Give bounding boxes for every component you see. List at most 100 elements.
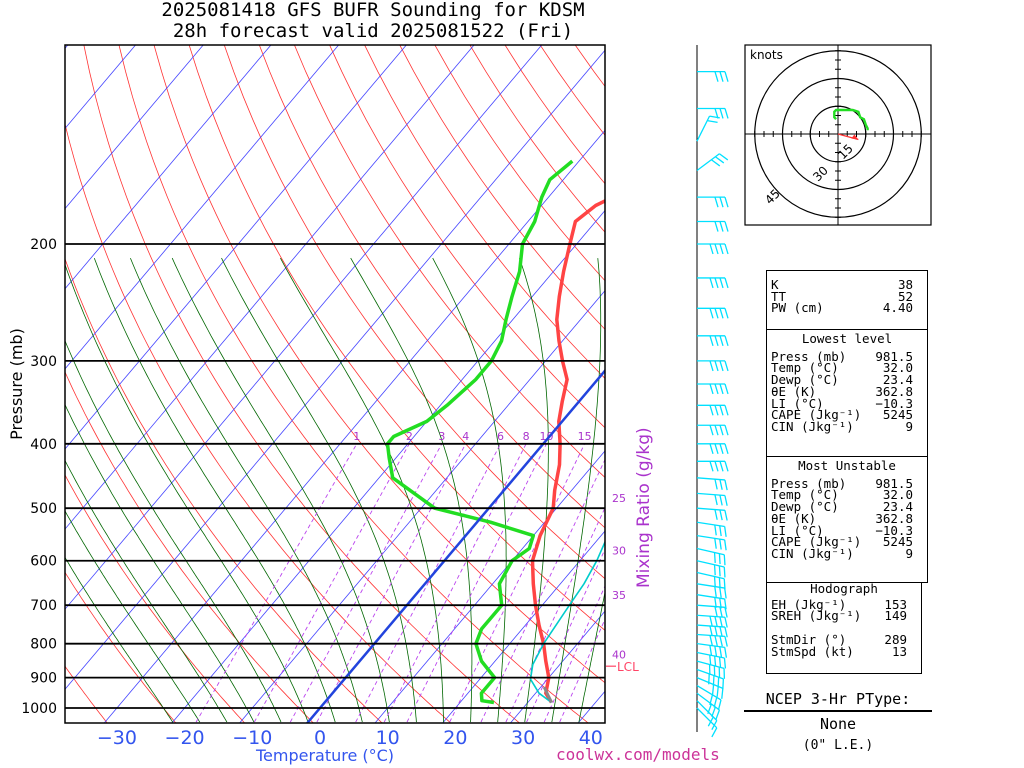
moist-adiabat xyxy=(221,257,417,723)
wind-barb xyxy=(697,307,729,319)
isotherm xyxy=(171,209,605,723)
y-tick-label: 700 xyxy=(30,598,57,614)
wind-barb xyxy=(697,404,729,416)
lowest-level-label: Press (mb) xyxy=(771,348,847,364)
barb-flag xyxy=(724,383,729,395)
lowest-level-row: LI (°C) −10.3 xyxy=(767,397,927,410)
barb-flag xyxy=(714,597,717,608)
barb-flag xyxy=(724,308,729,319)
isotherm xyxy=(65,45,272,290)
wind-barb xyxy=(696,547,726,566)
barb-flag xyxy=(711,684,715,695)
x-tick-label: 40 xyxy=(579,727,603,749)
y-tick-label: 1000 xyxy=(21,701,57,717)
barb-flag xyxy=(711,159,721,167)
mixing-ratio-tick: 4 xyxy=(462,430,469,443)
isotherm xyxy=(374,450,605,723)
barb-flag xyxy=(723,657,727,669)
barb-flag xyxy=(709,383,714,395)
barb-shaft xyxy=(696,153,720,172)
barb-shaft xyxy=(696,624,725,628)
barb-flag xyxy=(724,71,729,82)
barb-flag xyxy=(718,577,721,589)
isotherm xyxy=(65,45,407,450)
barb-flag xyxy=(719,360,724,372)
mixing-ratio-tick: 2 xyxy=(406,430,413,443)
barb-flag xyxy=(714,509,718,520)
barb-flag xyxy=(721,688,724,699)
x-tick-label: 30 xyxy=(511,727,535,749)
barb-flag xyxy=(724,335,729,346)
isotherm xyxy=(65,49,605,690)
barb-flag xyxy=(714,626,718,637)
barb-flag xyxy=(719,495,723,506)
moist-adiabat xyxy=(551,258,602,723)
barb-flag xyxy=(711,720,718,731)
ptype-value: None xyxy=(819,715,857,733)
isotherm xyxy=(65,45,204,210)
wind-barb xyxy=(696,614,728,628)
wind-barb xyxy=(696,535,727,551)
wind-barb xyxy=(697,383,729,395)
barb-flag xyxy=(719,277,724,289)
barb-flag xyxy=(724,360,729,372)
hodograph-row: StmDir (°) 289 xyxy=(767,631,921,647)
site-credit[interactable]: coolwx.com/models xyxy=(556,745,720,764)
y-tick-label: 300 xyxy=(30,354,57,370)
barb-flag xyxy=(719,221,724,232)
y-tick-label: 200 xyxy=(30,237,57,253)
barb-flag xyxy=(714,524,717,536)
mixing-ratio-line xyxy=(195,443,358,723)
isotherm xyxy=(442,530,605,723)
index-label: TT xyxy=(771,288,787,304)
lowest-level-label: Temp (°C) xyxy=(771,360,839,376)
isotherm xyxy=(103,129,605,723)
most-unstable-value: 362.8 xyxy=(875,510,913,526)
barb-flag xyxy=(719,153,729,161)
mixing-ratio-line xyxy=(355,443,501,723)
barb-flag xyxy=(719,598,722,609)
x-tick-label: −30 xyxy=(97,727,137,749)
most-unstable-label: CIN (Jkg⁻¹) xyxy=(771,545,854,561)
most-unstable-value: −10.3 xyxy=(875,522,913,538)
mixing-ratio-tick: 8 xyxy=(523,430,530,443)
hodograph-label: StmSpd (kt) xyxy=(771,643,854,659)
mixing-ratio-tick: 25 xyxy=(612,492,626,505)
lowest-level-label: CAPE (Jkg⁻¹) xyxy=(771,407,862,423)
moist-adiabat xyxy=(171,257,390,723)
temperature-profile xyxy=(530,198,605,704)
mixing-ratio-line xyxy=(543,584,605,723)
barb-flag xyxy=(719,108,724,119)
hodograph-row: SREH (Jkg⁻¹) 149 xyxy=(767,610,921,622)
hodograph-label: StmDir (°) xyxy=(771,631,847,647)
index-label: PW (cm) xyxy=(771,300,824,316)
mixing-ratio-tick: 6 xyxy=(497,430,504,443)
lowest-level-title: Lowest level xyxy=(801,331,893,346)
mixing-ratio-tick: 1 xyxy=(353,430,360,443)
lowest-level-row: CAPE (Jkg⁻¹) 5245 xyxy=(767,409,927,421)
barb-flag xyxy=(714,479,718,490)
lowest-level-value: 5245 xyxy=(882,407,913,423)
most-unstable-rows: Press (mb) 981.5 Temp (°C) 32.0 Dewp (°C) 23.… xyxy=(767,475,927,561)
most-unstable-label: θE (K) xyxy=(771,510,817,526)
hodograph-value: 289 xyxy=(884,631,907,647)
hodograph-value: 13 xyxy=(891,643,907,659)
barb-flag xyxy=(714,586,717,597)
most-unstable-label: Temp (°C) xyxy=(771,487,839,503)
barb-flag xyxy=(709,335,714,346)
barb-flag xyxy=(714,243,719,255)
wind-barb xyxy=(697,443,729,455)
most-unstable-value: 5245 xyxy=(882,534,913,550)
plot-frame xyxy=(64,44,606,724)
barb-flag xyxy=(718,553,721,565)
barb-flag xyxy=(709,625,713,637)
most-unstable-label: Press (mb) xyxy=(771,475,847,491)
hodograph-label: SREH (Jkg⁻¹) xyxy=(771,608,862,624)
barb-flag xyxy=(714,335,719,346)
most-unstable-title: Most Unstable xyxy=(798,458,896,473)
isotherm xyxy=(509,610,605,723)
barb-flag xyxy=(714,645,718,657)
barb-flag xyxy=(716,686,719,697)
barb-flag xyxy=(719,243,724,255)
